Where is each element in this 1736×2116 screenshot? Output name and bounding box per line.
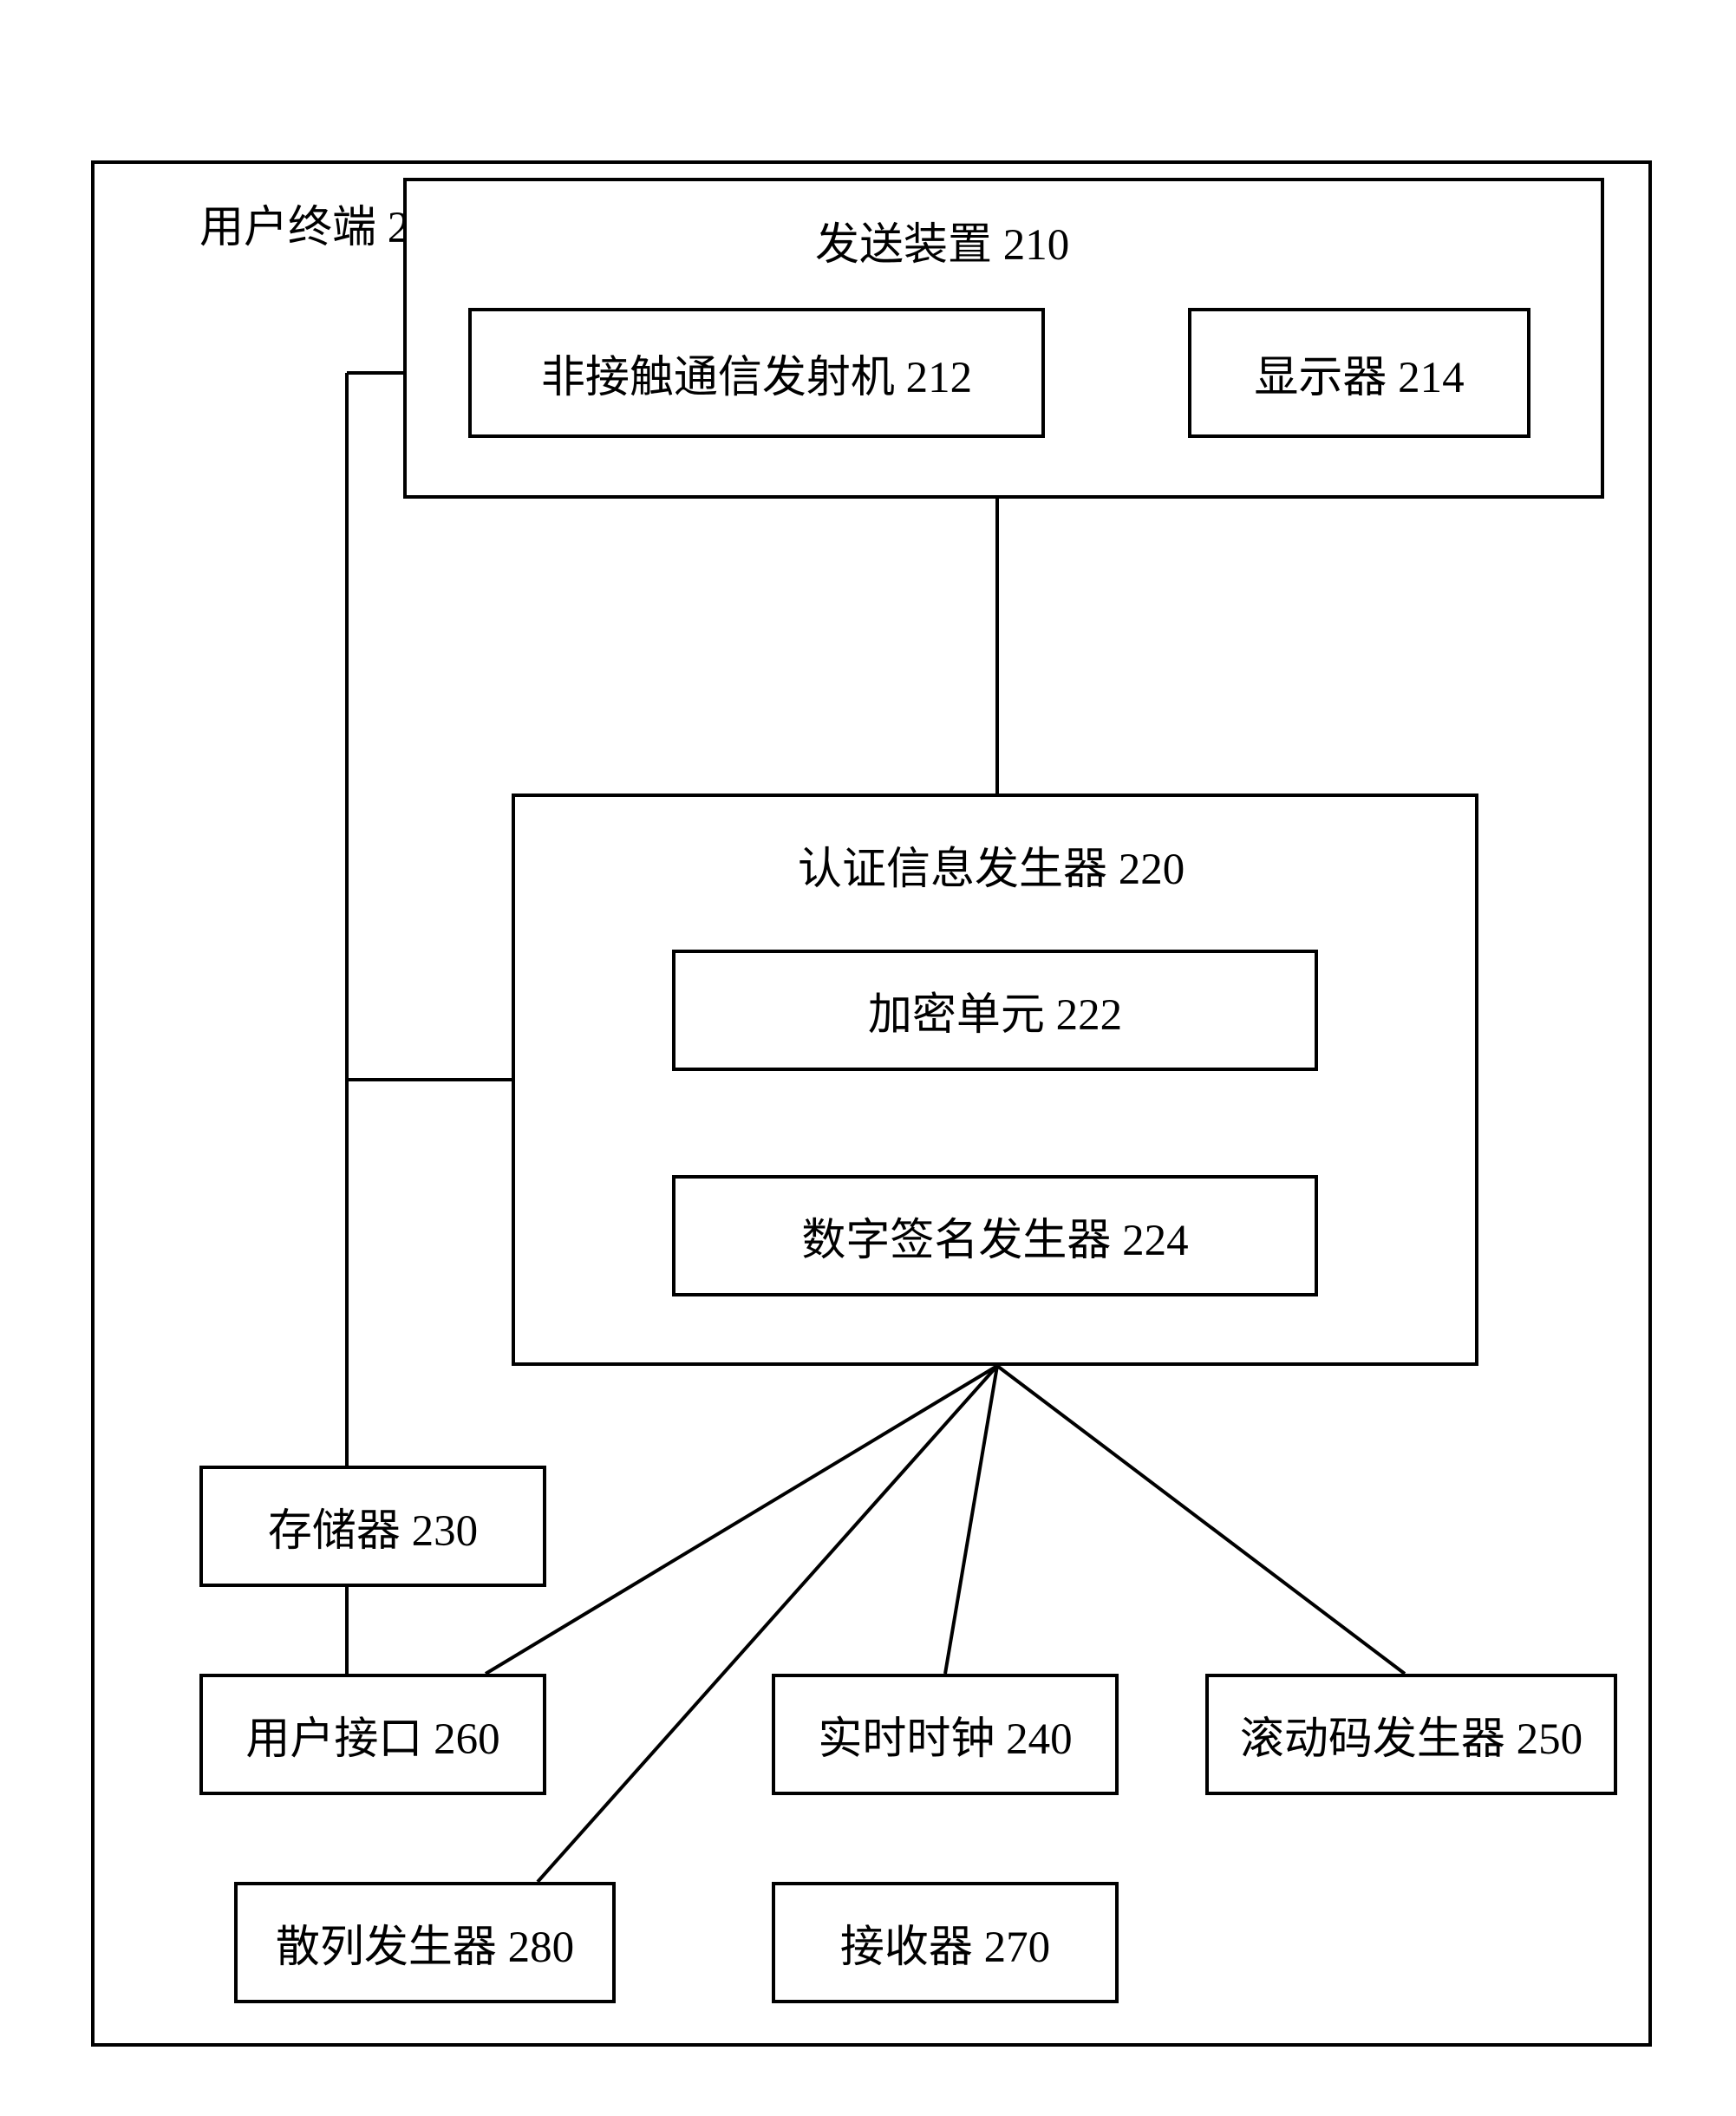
label-send-device: 发送装置 210 — [815, 208, 1069, 272]
node-sig-gen: 数字签名发生器 224 — [672, 1175, 1318, 1296]
node-nc-transmitter: 非接触通信发射机 212 — [468, 308, 1045, 438]
label-encrypt: 加密单元 222 — [868, 978, 1122, 1042]
label-auth-gen: 认证信息发生器 220 — [798, 833, 1185, 897]
diagram-root: 用户终端 200 发送装置 210 非接触通信发射机 212 显示器 214 认… — [0, 0, 1736, 2116]
node-encrypt: 加密单元 222 — [672, 950, 1318, 1071]
label-display: 显示器 214 — [1254, 341, 1464, 405]
node-hash: 散列发生器 280 — [234, 1882, 616, 2003]
label-user-if: 用户接口 260 — [245, 1702, 499, 1767]
label-sig-gen: 数字签名发生器 224 — [801, 1204, 1188, 1268]
label-nc-transmitter: 非接触通信发射机 212 — [541, 341, 972, 405]
node-receiver: 接收器 270 — [772, 1882, 1119, 2003]
node-rtc: 实时时钟 240 — [772, 1674, 1119, 1795]
label-storage: 存储器 230 — [268, 1494, 478, 1558]
label-hash: 散列发生器 280 — [276, 1910, 574, 1975]
node-rolling: 滚动码发生器 250 — [1205, 1674, 1617, 1795]
label-rolling: 滚动码发生器 250 — [1240, 1702, 1583, 1767]
label-rtc: 实时时钟 240 — [818, 1702, 1072, 1767]
node-storage: 存储器 230 — [199, 1466, 546, 1587]
node-user-if: 用户接口 260 — [199, 1674, 546, 1795]
node-display: 显示器 214 — [1188, 308, 1530, 438]
label-receiver: 接收器 270 — [840, 1910, 1050, 1975]
